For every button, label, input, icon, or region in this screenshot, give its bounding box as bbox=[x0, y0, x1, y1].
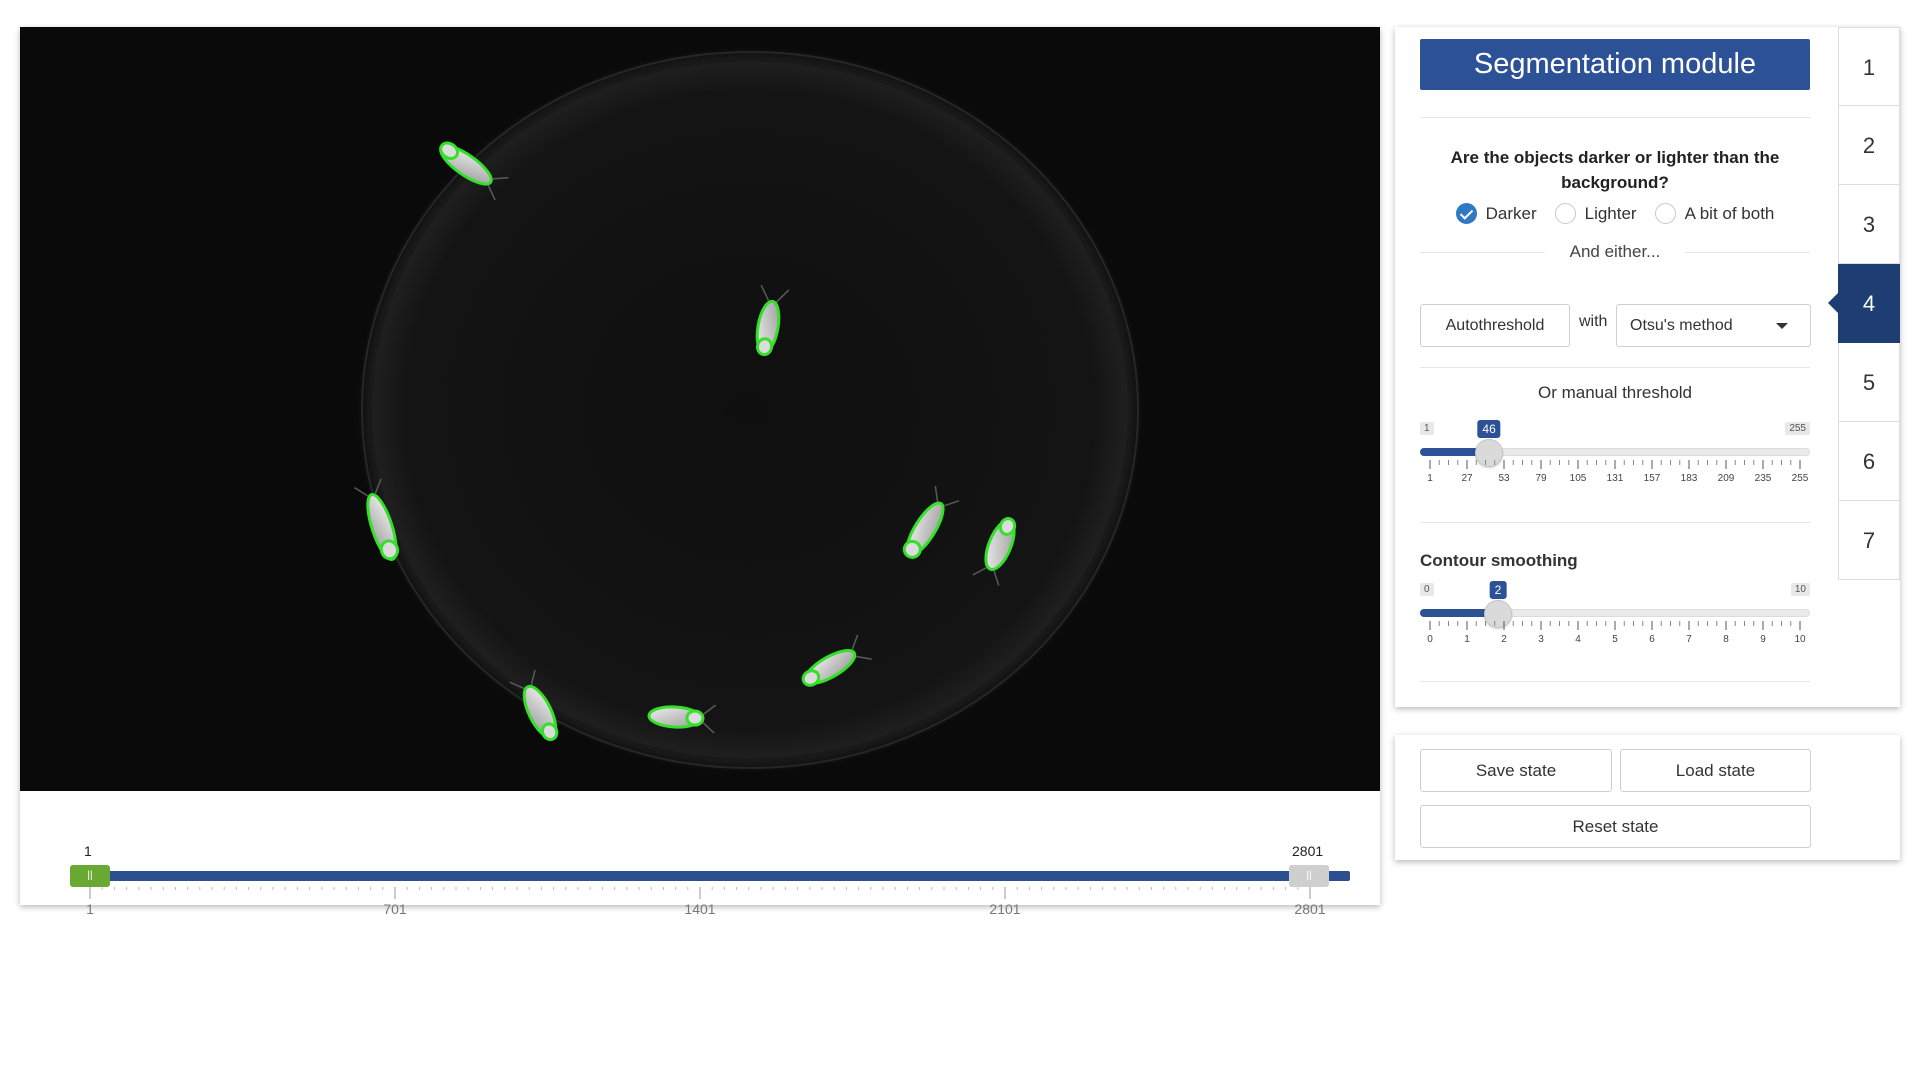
tick-label: 5 bbox=[1612, 634, 1618, 645]
save-state-button[interactable]: Save state bbox=[1420, 749, 1612, 792]
object-contour bbox=[647, 704, 717, 734]
tick-label: 9 bbox=[1760, 634, 1766, 645]
step-tab-3[interactable]: 3 bbox=[1838, 185, 1900, 264]
threshold-value-badge: 46 bbox=[1477, 420, 1501, 438]
tick-label: 2 bbox=[1501, 634, 1507, 645]
contour-smoothing-label: Contour smoothing bbox=[1420, 551, 1578, 570]
threshold-method-select[interactable]: Otsu's method bbox=[1616, 304, 1811, 347]
tick-label: 701 bbox=[383, 901, 407, 917]
segmentation-panel: Segmentation module Are the objects dark… bbox=[1395, 27, 1900, 707]
arena-image bbox=[20, 27, 1380, 791]
smoothing-handle[interactable] bbox=[1484, 600, 1512, 628]
threshold-max-label: 255 bbox=[1785, 422, 1810, 435]
object-contour bbox=[439, 141, 509, 201]
tick-label: 7 bbox=[1686, 634, 1692, 645]
step-tab-5[interactable]: 5 bbox=[1838, 343, 1900, 422]
divider bbox=[1420, 367, 1810, 368]
step-tab-7[interactable]: 7 bbox=[1838, 501, 1900, 580]
threshold-ticks bbox=[1429, 460, 1801, 469]
threshold-min-label: 1 bbox=[1420, 422, 1434, 435]
tick-label: 2801 bbox=[1294, 901, 1326, 917]
object-contour bbox=[354, 478, 400, 561]
object-contour bbox=[902, 485, 960, 559]
tick-label: 27 bbox=[1461, 473, 1473, 484]
radio-checked-icon[interactable] bbox=[1455, 203, 1477, 224]
reset-state-button[interactable]: Reset state bbox=[1420, 805, 1811, 848]
tick-label: 157 bbox=[1643, 473, 1661, 484]
object-contour bbox=[972, 517, 1017, 586]
tick-label: 209 bbox=[1717, 473, 1735, 484]
divider bbox=[1420, 522, 1810, 523]
frame-range-end-label: 2801 bbox=[1292, 843, 1324, 859]
with-label: with bbox=[1579, 313, 1608, 330]
divider bbox=[1420, 117, 1810, 118]
threshold-method-value: Otsu's method bbox=[1630, 317, 1733, 334]
step-tab-4[interactable]: 4 bbox=[1828, 264, 1900, 343]
tick-label: 1 bbox=[86, 901, 94, 917]
smoothing-fill bbox=[1420, 609, 1498, 617]
radio-unchecked-icon[interactable] bbox=[1654, 203, 1676, 224]
frame-range-start-handle[interactable]: || bbox=[70, 865, 110, 887]
smoothing-ticks bbox=[1429, 621, 1801, 630]
autothreshold-button[interactable]: Autothreshold bbox=[1420, 304, 1570, 347]
divider bbox=[1685, 252, 1810, 253]
contrast-question: Are the objects darker or lighter than t… bbox=[1450, 148, 1780, 192]
caret-down-icon bbox=[1776, 323, 1788, 329]
contrast-option[interactable]: Lighter bbox=[1554, 203, 1637, 224]
tick-label: 6 bbox=[1649, 634, 1655, 645]
step-tab-6[interactable]: 6 bbox=[1838, 422, 1900, 501]
tick-label: 2101 bbox=[989, 901, 1021, 917]
arena-dish bbox=[358, 48, 1142, 772]
tick-label: 79 bbox=[1535, 473, 1547, 484]
divider bbox=[1420, 252, 1545, 253]
load-state-button[interactable]: Load state bbox=[1620, 749, 1811, 792]
smoothing-value-badge: 2 bbox=[1489, 581, 1507, 599]
divider bbox=[1420, 681, 1810, 682]
frame-range-start-label: 1 bbox=[84, 843, 92, 859]
smoothing-max-label: 10 bbox=[1790, 583, 1810, 596]
contour-smoothing-slider[interactable]: 0 10 2 0 1 2 3 4 5 6 7 8 9 10 bbox=[1420, 581, 1810, 663]
viewer-panel: 1 2801 || || 1 701 1401 2101 2801 bbox=[20, 27, 1380, 917]
tick-label: 183 bbox=[1680, 473, 1698, 484]
frame-range-end-handle[interactable]: || bbox=[1289, 865, 1329, 887]
tick-label: 8 bbox=[1723, 634, 1729, 645]
tick-label: 53 bbox=[1498, 473, 1510, 484]
contrast-option[interactable]: A bit of both bbox=[1654, 203, 1775, 224]
smoothing-min-label: 0 bbox=[1420, 583, 1434, 596]
tick-label: 10 bbox=[1794, 634, 1806, 645]
tick-label: 0 bbox=[1427, 634, 1433, 645]
tick-label: 235 bbox=[1754, 473, 1772, 484]
threshold-slider[interactable]: 1 255 46 1 27 53 79 105 131 157 183 209 235 255 bbox=[1420, 420, 1810, 502]
object-contour bbox=[509, 669, 559, 742]
step-tab-1[interactable]: 1 bbox=[1838, 27, 1900, 106]
manual-threshold-label: Or manual threshold bbox=[1537, 383, 1693, 402]
state-panel: Save state Load state Reset state bbox=[1395, 735, 1900, 860]
tick-label: 1 bbox=[1427, 473, 1433, 484]
tick-label: 255 bbox=[1791, 473, 1809, 484]
tick-label: 1401 bbox=[684, 901, 716, 917]
frame-range-slider[interactable]: 1 2801 || || 1 701 1401 2101 2801 bbox=[20, 791, 1380, 917]
video-frame[interactable] bbox=[20, 27, 1380, 791]
frame-range-ticks bbox=[89, 887, 1311, 899]
radio-unchecked-icon[interactable] bbox=[1554, 203, 1576, 224]
tick-label: 105 bbox=[1569, 473, 1587, 484]
module-title: Segmentation module bbox=[1420, 39, 1810, 90]
and-either-label: And either... bbox=[1569, 242, 1661, 261]
tick-label: 1 bbox=[1464, 634, 1470, 645]
contrast-option-label: Lighter bbox=[1584, 203, 1637, 223]
tick-label: 131 bbox=[1606, 473, 1624, 484]
frame-range-track[interactable] bbox=[88, 871, 1350, 881]
contrast-option[interactable]: Darker bbox=[1455, 203, 1537, 224]
object-contour bbox=[755, 284, 790, 357]
tick-label: 4 bbox=[1575, 634, 1581, 645]
contrast-option-label: Darker bbox=[1485, 203, 1537, 223]
contrast-options: Darker Lighter A bit of both bbox=[1420, 203, 1810, 224]
contrast-option-label: A bit of both bbox=[1684, 203, 1775, 223]
tick-label: 3 bbox=[1538, 634, 1544, 645]
threshold-fill bbox=[1420, 448, 1490, 456]
object-contour bbox=[801, 634, 872, 687]
step-tab-2[interactable]: 2 bbox=[1838, 106, 1900, 185]
threshold-handle[interactable] bbox=[1475, 439, 1504, 467]
